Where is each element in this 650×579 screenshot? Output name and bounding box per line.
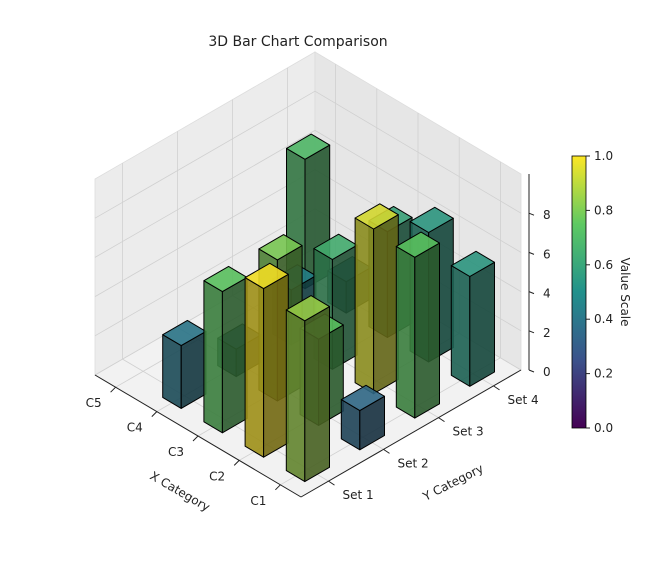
z-tick-label: 2 (543, 326, 551, 340)
bar-face-top (409, 206, 454, 233)
colorbar-tick-label: 0.4 (594, 312, 613, 326)
bar-C2-Set-1 (244, 262, 289, 458)
colorbar-gradient (571, 155, 587, 429)
x-tick (192, 435, 199, 442)
bar-face-top (313, 233, 358, 260)
colorbar-tick-label: 0.8 (594, 203, 613, 217)
bar-face-top (162, 319, 207, 347)
bar-face-left (450, 265, 471, 387)
bar-face-top (354, 203, 399, 230)
y-tick-label: Set 3 (453, 425, 484, 439)
bar-C1-Set-3 (395, 231, 440, 419)
y-tick-label: Set 2 (398, 456, 429, 470)
z-tick (528, 369, 535, 373)
colorbar-tick-label: 0.2 (594, 367, 613, 381)
bar-face-right (304, 306, 330, 483)
bar-face-top (340, 384, 385, 412)
bar-face-right (373, 214, 399, 395)
bar-C3-Set-1 (203, 265, 248, 434)
bar-face-top (286, 133, 331, 160)
bar-face-left (244, 277, 265, 458)
y-tick-label: Set 1 (343, 488, 374, 502)
z-tick (528, 251, 535, 255)
z-tick-label: 6 (543, 247, 551, 261)
colorbar-ticks: 0.0 0.2 0.4 0.6 0.8 1.0 (586, 149, 613, 435)
z-tick (528, 212, 535, 216)
bar-face-left (285, 309, 306, 483)
bar-C4-Set-1 (162, 319, 207, 409)
bar-face-right (221, 276, 248, 434)
y-axis-line (300, 369, 522, 498)
bar-face-right (263, 273, 289, 458)
bar-C1-Set-4 (450, 250, 495, 387)
colorbar-tick-label: 0.6 (594, 258, 613, 272)
bar-face-left (395, 245, 416, 419)
bar-face-top (258, 234, 303, 261)
x-tick (233, 460, 240, 466)
bar-face-left (203, 280, 223, 434)
bar-C1-Set-1 (285, 295, 330, 483)
bar-face-top (203, 265, 248, 293)
y-tick (493, 385, 500, 391)
z-tick-label: 0 (543, 365, 551, 379)
z-tick-label: 8 (543, 208, 551, 222)
y-axis-label: Y Category (420, 461, 486, 504)
colorbar-tick-label: 0.0 (594, 421, 613, 435)
colorbar: 0.0 0.2 0.4 0.6 0.8 1.0 Value Scale (571, 149, 632, 435)
x-tick-label: C2 (209, 469, 225, 483)
bar-face-right (414, 242, 440, 419)
bar-C2-Set-3 (354, 203, 399, 395)
bar-face-top (450, 250, 495, 277)
colorbar-tick-label: 1.0 (594, 149, 613, 163)
x-tick-label: C5 (86, 396, 102, 410)
grid-z-6 (94, 129, 522, 258)
bar-face-right (469, 261, 495, 387)
bar-C1-Set-2 (340, 384, 385, 451)
z-tick (528, 330, 535, 334)
x-tick-label: C3 (168, 445, 184, 459)
bars-layer (162, 133, 495, 483)
x-tick (151, 411, 158, 417)
z-tick-label: 4 (543, 287, 551, 301)
bar-face-top (285, 295, 330, 322)
y-tick (438, 417, 445, 423)
x-tick (275, 484, 281, 491)
x-tick-label: C1 (250, 494, 266, 508)
chart-title: 3D Bar Chart Comparison (208, 34, 387, 50)
y-tick-label: Set 4 (508, 393, 539, 407)
bar-face-left (354, 217, 375, 395)
bar-face-top (244, 262, 289, 290)
colorbar-label: Value Scale (618, 257, 632, 326)
grid-z-8 (94, 90, 522, 219)
y-tick (383, 448, 390, 454)
x-tick (110, 386, 116, 393)
z-tick (528, 291, 535, 295)
bar-face-top (395, 231, 440, 258)
x-axis-label: X Category (148, 469, 213, 515)
x-tick-label: C4 (127, 421, 143, 435)
y-tick (328, 480, 335, 486)
axis-lines: C1 C2 C3 C4 C5 Set 1 Set 2 Set 3 Set 4 0 2 4 6 8 (86, 174, 551, 508)
bar-face-left (162, 334, 182, 409)
